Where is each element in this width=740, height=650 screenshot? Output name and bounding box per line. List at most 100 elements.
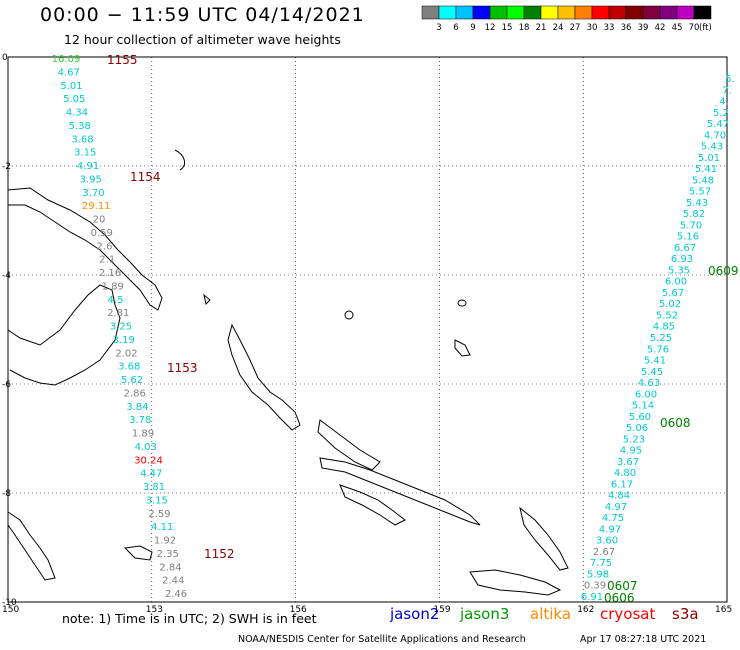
color-scale-bar: 3 6 9 12 15 18 21 24 27 30 33 36 39 42 45 70 (ft): [421, 5, 712, 33]
wave-height-reading: 5.41: [644, 356, 666, 367]
wave-height-reading: 5.52: [656, 310, 678, 321]
wave-height-reading: 2.84: [159, 562, 181, 573]
coast-islet-6: [203, 293, 211, 305]
wave-height-reading: 5.: [725, 74, 735, 85]
footer-credit: NOAA/NESDIS Center for Satellite Applica…: [238, 634, 526, 645]
wave-height-reading: 5.57: [689, 187, 711, 198]
wave-height-reading: 4.70: [704, 130, 726, 141]
wave-height-reading: 4.84: [608, 491, 630, 502]
colorbar-label: 12: [485, 23, 496, 33]
track-time-label: 1154: [130, 170, 161, 184]
lon-tick-label: 156: [290, 605, 307, 615]
wave-height-reading: 4.63: [638, 378, 660, 389]
wave-height-reading: 6.17: [611, 479, 633, 490]
colorbar-label: 3: [436, 23, 441, 33]
wave-height-reading: 5.23: [623, 434, 645, 445]
lat-tick-label: 0: [2, 53, 8, 63]
lat-tick-label: -10: [2, 598, 17, 608]
wave-height-reading: 4.03: [135, 442, 157, 453]
wave-height-reading: 2.44: [162, 576, 184, 587]
wave-height-reading: 5.16: [677, 232, 699, 243]
track-time-label: 1152: [204, 547, 235, 561]
wave-height-reading: 5.76: [647, 344, 669, 355]
wave-height-reading: 2.6: [97, 241, 113, 252]
coast-new-britain-west: [7, 187, 163, 311]
wave-height-reading: 1.89: [132, 429, 154, 440]
colorbar-label: 6: [453, 23, 458, 33]
map-frame: [7, 56, 728, 603]
lat-tick-label: -2: [2, 162, 11, 172]
track-time-label: 1155: [107, 53, 138, 67]
wave-height-reading: 7.: [722, 85, 732, 96]
track-time-label: 0609: [708, 264, 739, 278]
wave-height-reading: 6.91: [581, 592, 603, 603]
colorbar-label: 30: [587, 23, 598, 33]
wave-height-reading: 3.68: [71, 134, 93, 145]
wave-height-reading: 7.75: [590, 558, 612, 569]
map-title: 00:00 − 11:59 UTC 04/14/2021: [40, 4, 365, 26]
wave-height-reading: 5.48: [692, 175, 714, 186]
coast-malaita: [519, 506, 569, 571]
coast-islet-5: [123, 545, 153, 561]
colorbar-label: 70: [689, 23, 700, 33]
wave-height-reading: 2.35: [157, 549, 179, 560]
observation-layer: 16.09 4.67 5.01 5.05 4.34 5.38 3.68 3.15 4.91 3.9…: [52, 54, 735, 603]
wave-height-reading: 3.15: [74, 148, 96, 159]
wave-height-reading: 1.92: [154, 536, 176, 547]
wave-height-reading: 4.97: [599, 524, 621, 535]
legend-altika: altika: [530, 605, 572, 623]
wave-height-reading: 5.35: [668, 265, 690, 276]
wave-height-reading: 5.98: [587, 569, 609, 580]
wave-height-reading: 5.25: [650, 333, 672, 344]
wave-height-reading: 2.46: [165, 589, 187, 600]
wave-height-reading: 30.24: [134, 455, 163, 466]
wave-height-reading: 4.80: [614, 468, 636, 479]
legend-jason2: jason2: [390, 605, 440, 623]
footer-date: Apr 17 08:27:18 UTC 2021: [580, 634, 707, 645]
wave-height-reading: 5.60: [629, 412, 651, 423]
lat-tick-label: -8: [2, 489, 11, 499]
colorbar-label: 18: [519, 23, 530, 33]
lon-tick-label: 165: [715, 605, 732, 615]
wave-height-reading: 5.06: [626, 423, 648, 434]
coast-islet-3: [457, 299, 467, 307]
track-time-label: 1153: [167, 361, 198, 375]
coast-new-britain-south: [7, 284, 121, 386]
legend-cryosat: cryosat: [600, 605, 656, 623]
wave-height-reading: 6.67: [674, 243, 696, 254]
colorbar-label: 45: [672, 23, 683, 33]
wave-height-reading: 5.02: [659, 299, 681, 310]
coast-islet-2: [344, 310, 354, 320]
colorbar-label: 33: [604, 23, 615, 33]
colorbar-label: 27: [570, 23, 581, 33]
wave-height-reading: 2.1: [99, 255, 115, 266]
wave-height-reading: 5.2: [713, 108, 729, 119]
coast-islet-4: [454, 339, 471, 357]
wave-height-reading: 3.70: [82, 188, 104, 199]
colorbar-label: 21: [536, 23, 547, 33]
wave-height-reading: 5.14: [632, 401, 654, 412]
wave-height-reading: 0.59: [91, 228, 113, 239]
wave-height-reading: 3.25: [110, 322, 132, 333]
wave-height-reading: 2.02: [115, 348, 137, 359]
wave-height-reading: 5.38: [69, 121, 91, 132]
wave-height-reading: 3.81: [143, 482, 165, 493]
colorbar-label: 36: [621, 23, 632, 33]
coast-islet-1: [174, 149, 186, 171]
coast-isabel: [319, 457, 481, 526]
wave-height-reading: 3.78: [129, 415, 151, 426]
coast-new-georgia: [339, 484, 406, 526]
wave-height-reading: 29.11: [82, 201, 111, 212]
wave-height-reading: 5.47: [707, 119, 729, 130]
wave-height-reading: 2.16: [99, 268, 121, 279]
wave-height-reading: 16.09: [52, 54, 81, 65]
wave-height-reading: 4.95: [620, 446, 642, 457]
coast-guadalcanal: [469, 569, 562, 596]
colorbar-label: 42: [655, 23, 666, 33]
wave-height-reading: 5.62: [121, 375, 143, 386]
wave-height-reading: 5.01: [60, 81, 82, 92]
wave-height-reading: 5.70: [680, 220, 702, 231]
colorbar-label: 39: [638, 23, 649, 33]
wave-height-reading: 6.93: [671, 254, 693, 265]
